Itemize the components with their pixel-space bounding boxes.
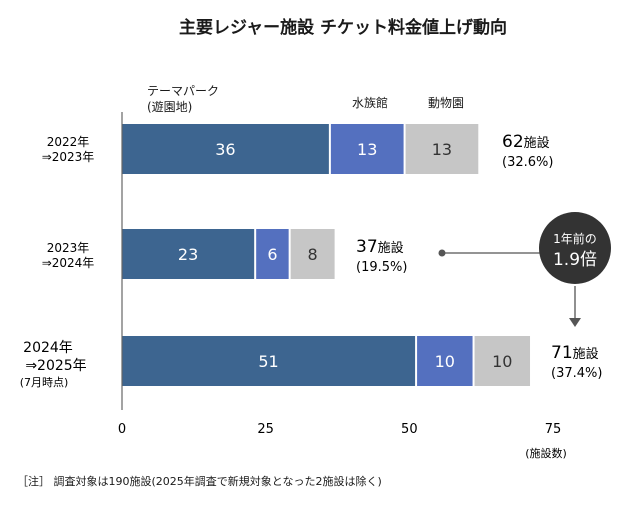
bar-segment-theme-park-2025 <box>122 336 416 386</box>
total-unit-2024: 施設 <box>378 240 404 256</box>
total-pct-2025: (37.4%) <box>551 366 602 381</box>
bar-segment-zoo-2025 <box>474 336 531 386</box>
x-tick-75: 75 <box>545 422 562 437</box>
total-unit-2023: 施設 <box>524 135 550 151</box>
data-label-zoo-2023: 13 <box>432 140 452 159</box>
legend-label-theme-park-line2: (遊園地) <box>147 99 192 114</box>
bar-group-1: 36 13 13 <box>122 124 479 174</box>
callout-connector-dot <box>438 249 446 257</box>
total-pct-2024: (19.5%) <box>356 260 407 275</box>
x-axis-label: (施設数) <box>525 446 567 460</box>
category-label-1-line2: ⇒2023年 <box>42 150 95 164</box>
bar-group-3: 51 10 10 <box>122 336 531 386</box>
bar-segment-aquarium-2025 <box>417 336 473 386</box>
data-label-zoo-2025: 10 <box>492 352 512 371</box>
total-count-2024: 37 <box>356 237 378 257</box>
data-label-theme-park-2023: 36 <box>215 140 235 159</box>
x-tick-50: 50 <box>401 422 418 437</box>
data-label-theme-park-2024: 23 <box>178 245 198 264</box>
category-label-3-line3: (7月時点) <box>20 376 69 389</box>
legend-label-aquarium: 水族館 <box>352 95 388 110</box>
category-label-3-line1: 2024年 <box>23 340 73 356</box>
data-label-theme-park-2025: 51 <box>258 352 278 371</box>
category-label-3-line2: ⇒2025年 <box>25 358 86 374</box>
data-label-zoo-2024: 8 <box>308 245 318 264</box>
footnote: ［注］ 調査対象は190施設(2025年調査で新規対象となった2施設は除く) <box>17 474 382 488</box>
bar-segment-aquarium-2024 <box>256 229 289 279</box>
bar-segment-theme-park-2023 <box>122 124 329 174</box>
bar-group-2: 23 6 8 <box>122 229 335 279</box>
x-tick-25: 25 <box>257 422 274 437</box>
callout-arrowhead <box>569 318 581 327</box>
category-label-2-line1: 2023年 <box>47 241 90 255</box>
legend-label-zoo: 動物園 <box>428 96 464 110</box>
total-label-2023: 62施設 <box>502 132 550 152</box>
callout-line2: 1.9倍 <box>553 250 597 270</box>
category-label-1-line1: 2022年 <box>47 135 90 149</box>
total-pct-2023: (32.6%) <box>502 155 553 170</box>
total-unit-2025: 施設 <box>573 346 599 362</box>
callout-line1: 1年前の <box>553 231 597 246</box>
bar-segment-theme-park-2024 <box>122 229 255 279</box>
bar-segment-aquarium-2023 <box>330 124 404 174</box>
total-label-2024: 37施設 <box>356 237 404 257</box>
growth-callout: 1年前の 1.9倍 <box>438 212 611 327</box>
data-label-aquarium-2023: 13 <box>357 140 377 159</box>
data-label-aquarium-2025: 10 <box>435 352 455 371</box>
bar-segment-zoo-2023 <box>405 124 479 174</box>
legend-label-theme-park-line1: テーマパーク <box>147 84 219 98</box>
total-count-2025: 71 <box>551 343 573 363</box>
x-tick-0: 0 <box>118 422 126 437</box>
bar-segment-zoo-2024 <box>290 229 335 279</box>
data-label-aquarium-2024: 6 <box>267 245 277 264</box>
total-count-2023: 62 <box>502 132 524 152</box>
category-label-2-line2: ⇒2024年 <box>42 256 95 270</box>
total-label-2025: 71施設 <box>551 343 599 363</box>
callout-bubble <box>539 212 611 284</box>
chart-title: 主要レジャー施設 チケット料金値上げ動向 <box>179 17 507 38</box>
